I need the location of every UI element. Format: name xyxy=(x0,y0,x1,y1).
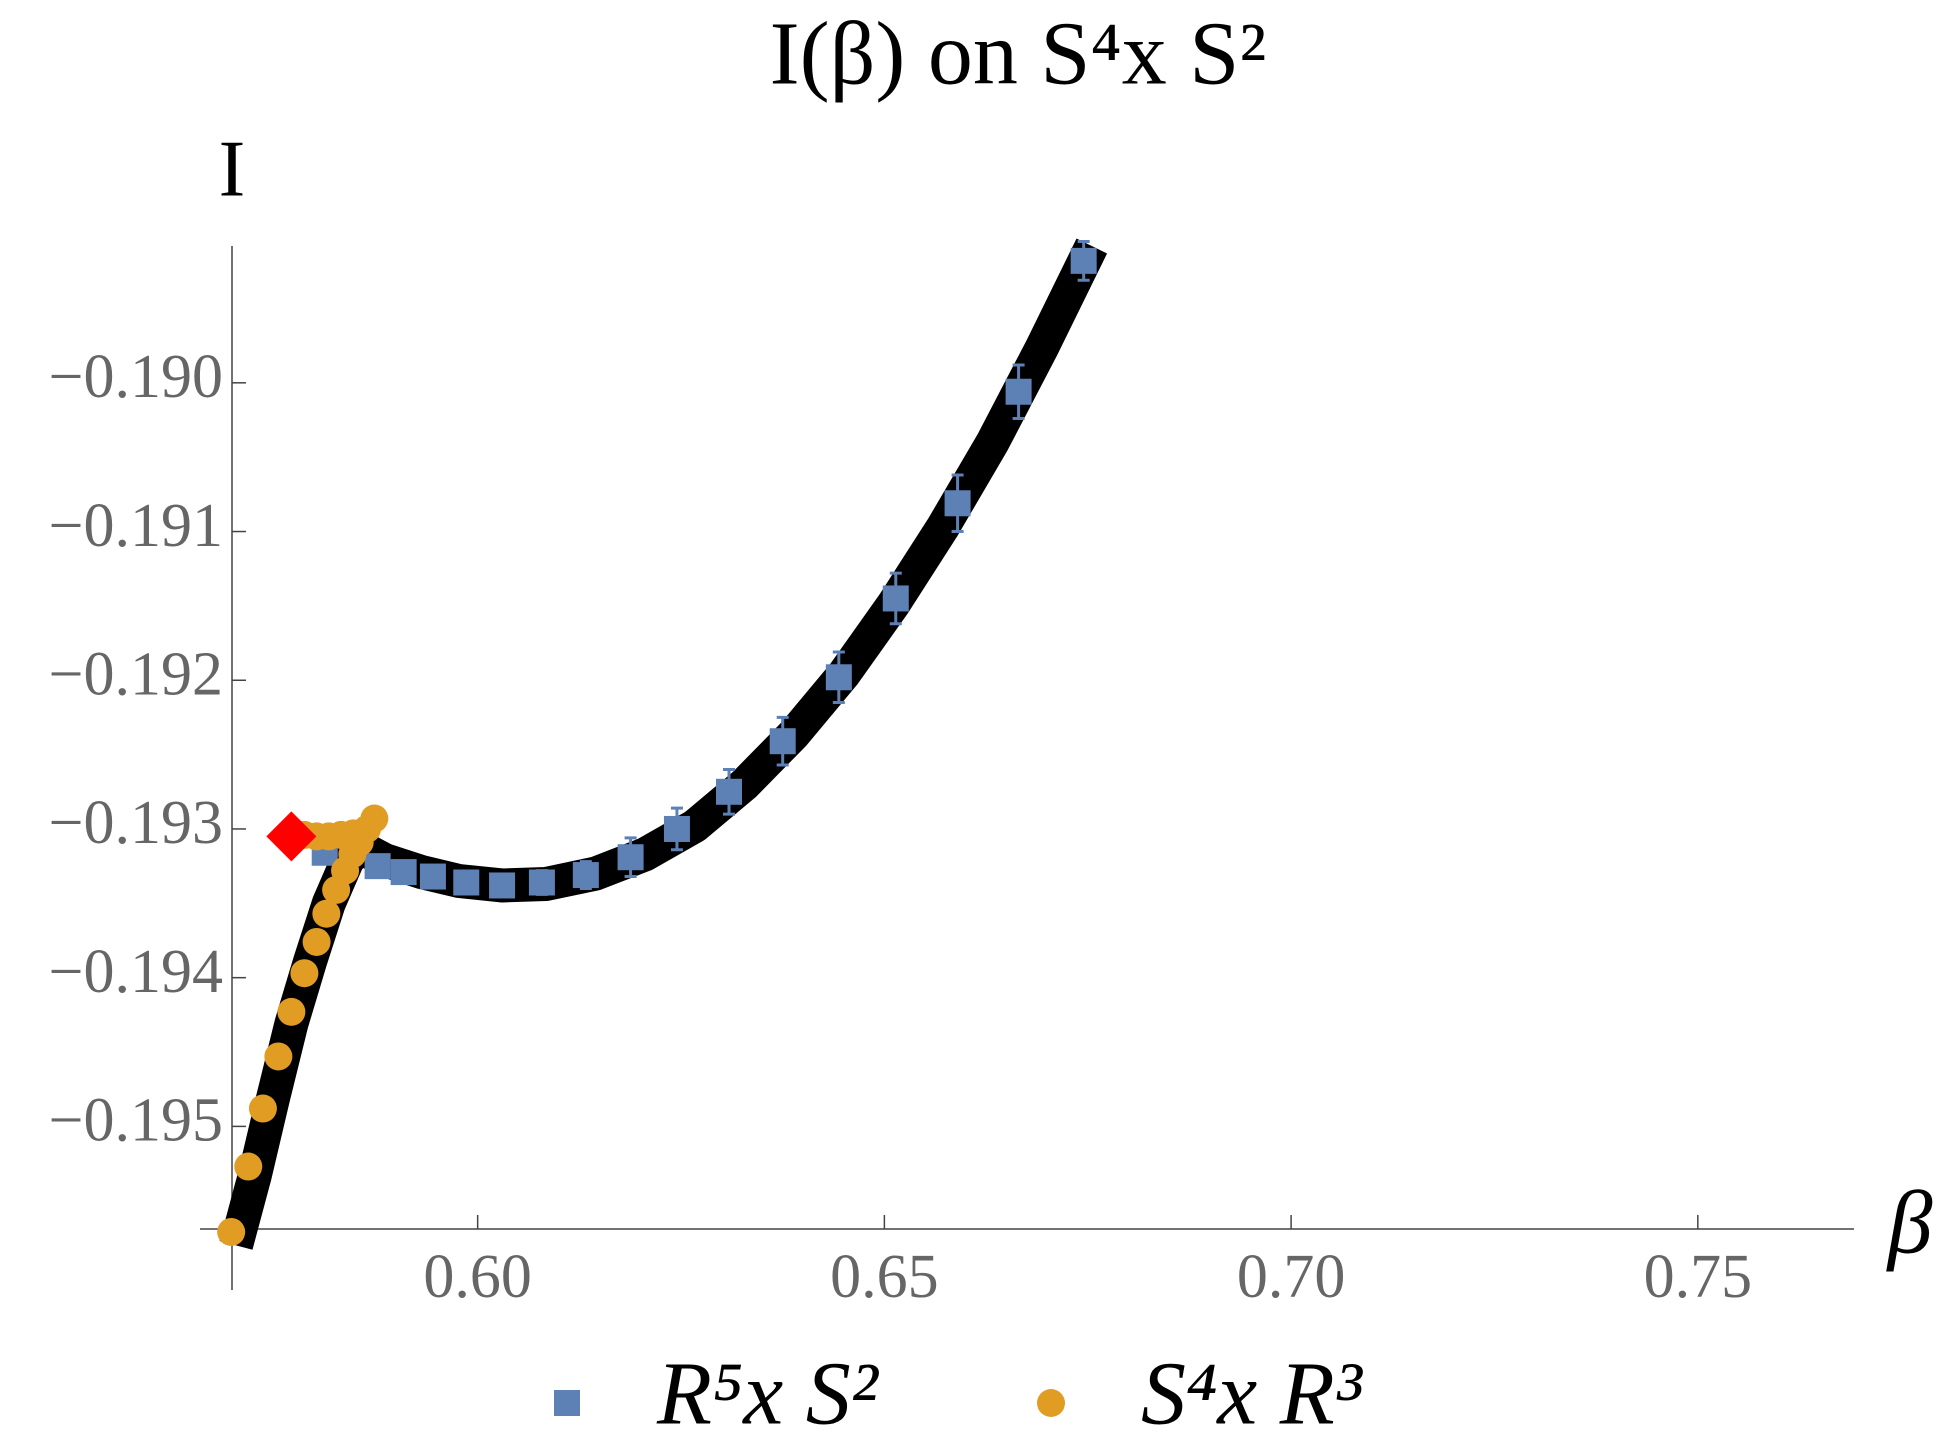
point xyxy=(944,490,971,517)
point xyxy=(390,859,417,886)
x-tick-label: 0.70 xyxy=(1237,1243,1346,1311)
point xyxy=(825,664,852,691)
legend-marker xyxy=(554,1390,580,1416)
x-tick-label: 0.60 xyxy=(423,1243,532,1311)
point xyxy=(217,1217,246,1246)
x-tick-label: 0.75 xyxy=(1644,1243,1753,1311)
point xyxy=(419,863,446,890)
x-axis-label: β xyxy=(1886,1174,1933,1273)
point xyxy=(663,815,690,842)
point xyxy=(302,927,331,956)
point xyxy=(234,1152,263,1181)
y-axis-label: I xyxy=(219,125,246,213)
y-tick-label: −0.192 xyxy=(49,640,223,708)
point xyxy=(528,869,555,896)
chart-title: I(β) on S⁴x S² xyxy=(770,5,1267,104)
point xyxy=(572,862,599,889)
point xyxy=(248,1094,277,1123)
point xyxy=(312,899,341,928)
y-tick-label: −0.195 xyxy=(49,1087,223,1155)
legend-marker xyxy=(1037,1389,1065,1417)
point xyxy=(1070,247,1097,274)
y-tick-label: −0.193 xyxy=(49,789,223,857)
point xyxy=(769,728,796,755)
point xyxy=(617,844,644,871)
curve xyxy=(219,238,1108,1250)
point xyxy=(360,804,389,833)
legend-label: R⁵x S² xyxy=(656,1345,880,1444)
point xyxy=(266,811,317,862)
point xyxy=(264,1042,293,1071)
point xyxy=(716,778,743,805)
point xyxy=(1005,378,1032,405)
point xyxy=(277,997,306,1026)
point xyxy=(882,585,909,612)
y-tick-label: −0.194 xyxy=(49,938,223,1006)
y-tick-label: −0.191 xyxy=(49,492,223,560)
point xyxy=(339,819,368,848)
point xyxy=(364,853,391,880)
point xyxy=(489,872,516,899)
y-tick-label: −0.190 xyxy=(49,343,223,411)
x-tick-label: 0.65 xyxy=(830,1243,939,1311)
legend-label: S⁴x R³ xyxy=(1141,1345,1364,1444)
point xyxy=(453,869,480,896)
point xyxy=(290,959,319,988)
